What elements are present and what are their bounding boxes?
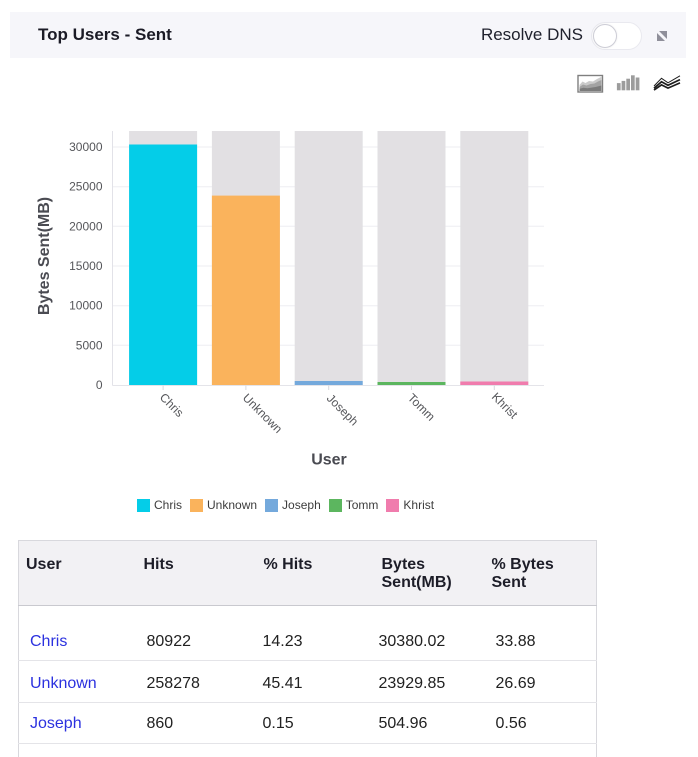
svg-text:Joseph: Joseph bbox=[324, 391, 361, 428]
svg-text:Unknown: Unknown bbox=[240, 391, 285, 436]
svg-text:20000: 20000 bbox=[69, 219, 103, 233]
svg-text:15000: 15000 bbox=[69, 259, 103, 273]
svg-text:Tomm: Tomm bbox=[405, 391, 438, 424]
svg-text:5000: 5000 bbox=[76, 338, 103, 352]
svg-text:0: 0 bbox=[96, 378, 103, 392]
svg-text:30000: 30000 bbox=[69, 140, 103, 154]
svg-text:Chris: Chris bbox=[157, 390, 187, 420]
svg-text:Khrist: Khrist bbox=[489, 390, 521, 422]
svg-text:Bytes Sent(MB): Bytes Sent(MB) bbox=[36, 197, 53, 315]
svg-text:User: User bbox=[311, 452, 347, 469]
svg-text:25000: 25000 bbox=[69, 180, 103, 194]
svg-text:10000: 10000 bbox=[69, 299, 103, 313]
